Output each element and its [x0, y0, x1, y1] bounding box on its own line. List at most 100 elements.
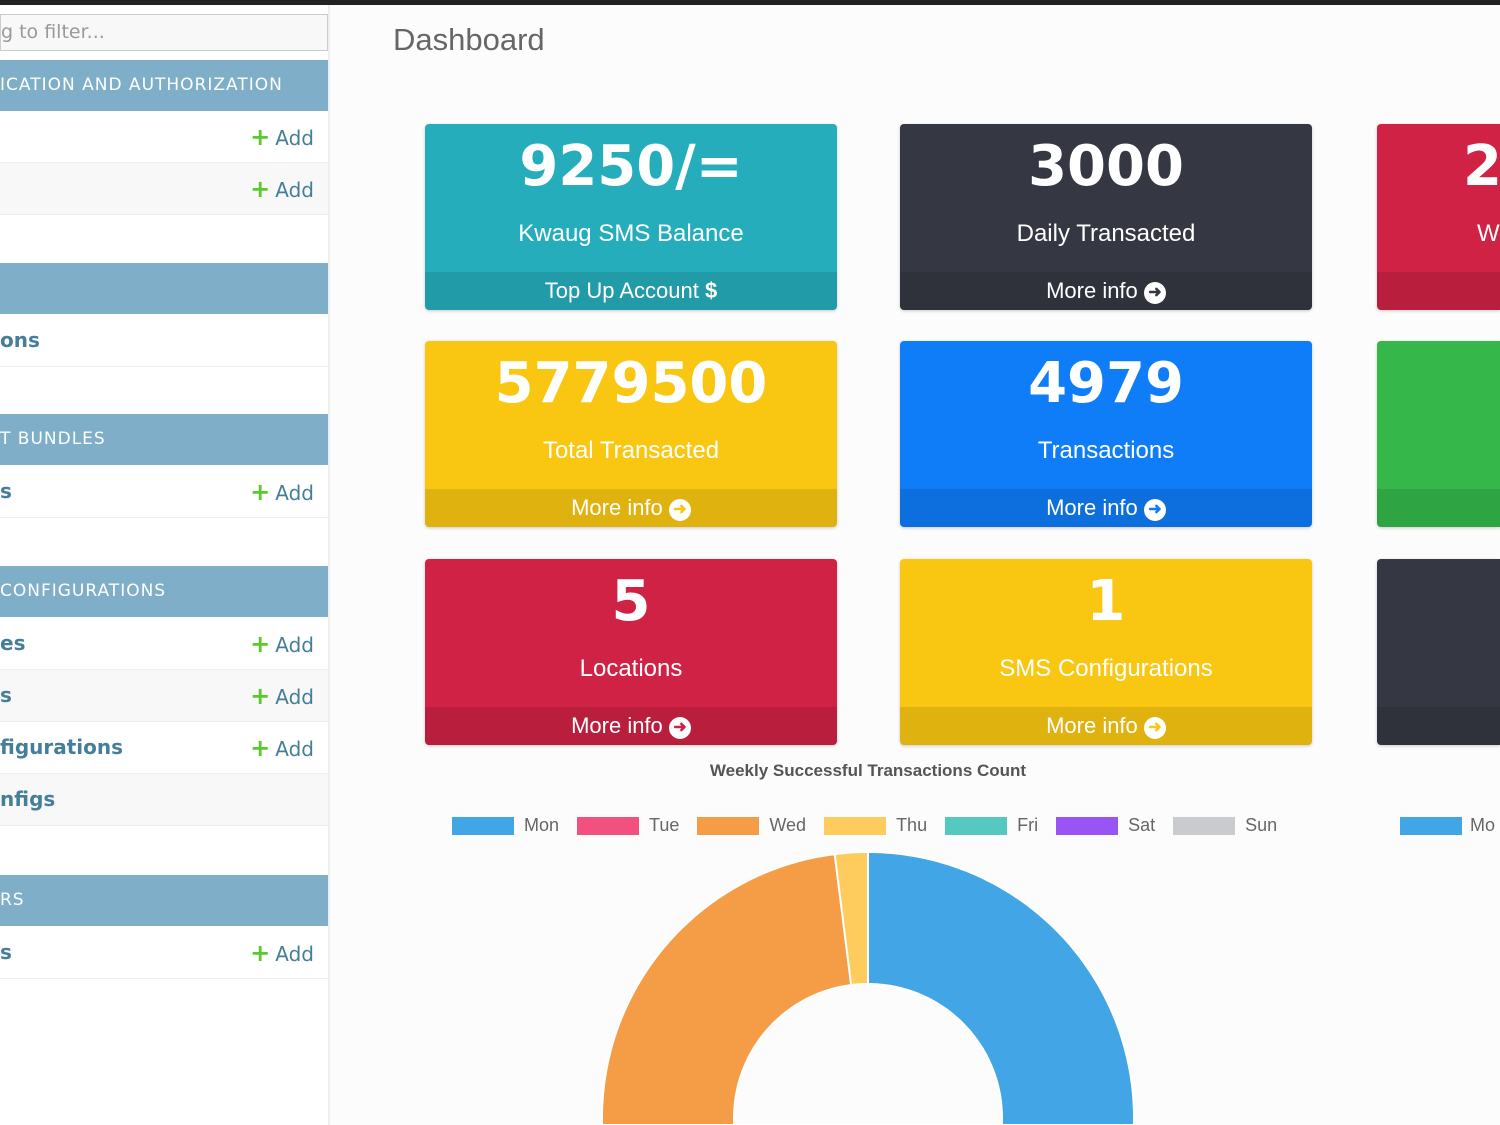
legend-item[interactable]: Mon	[452, 815, 559, 836]
plus-icon: +	[250, 630, 271, 658]
page-title: Dashboard	[393, 22, 545, 57]
card-footer-link[interactable]: More info ➜	[900, 707, 1312, 745]
sidebar-model-row[interactable]: s + Add	[0, 927, 328, 979]
dollar-icon: $	[704, 278, 718, 303]
add-link[interactable]: + Add	[250, 123, 314, 151]
card-label: SMS Configurations	[999, 655, 1213, 682]
legend-item[interactable]: Sun	[1173, 815, 1277, 836]
legend-swatch	[452, 816, 514, 835]
arrow-circle-right-icon: ➜	[1143, 717, 1166, 739]
sidebar-model-row[interactable]: s + Add	[0, 466, 328, 518]
sidebar-model-link[interactable]: es	[0, 631, 26, 655]
card-footer-label: More info	[1046, 278, 1138, 303]
sidebar-model-link[interactable]: s	[0, 683, 12, 707]
card-footer-link[interactable]	[1377, 707, 1500, 745]
legend-label: Fri	[1017, 815, 1039, 835]
card-label: Transactions	[1037, 437, 1175, 464]
sidebar-model-link[interactable]: s	[0, 479, 12, 503]
card-label: W	[1477, 220, 1500, 247]
donut-slice-mon[interactable]	[834, 851, 1135, 1125]
plus-icon: +	[250, 478, 271, 506]
legend-label: Tue	[649, 815, 680, 835]
donut-slice-thu[interactable]	[833, 851, 869, 987]
legend-label: Wed	[769, 815, 807, 835]
sidebar-model-link[interactable]: s	[0, 940, 12, 964]
add-link[interactable]: + Add	[250, 939, 314, 967]
chart-title: Weekly Successful Transactions Count	[709, 761, 1027, 780]
card-footer-link[interactable]: More info ➜	[900, 489, 1312, 527]
plus-icon: +	[250, 682, 271, 710]
stat-card: 4979 Transactions More info ➜	[900, 341, 1312, 527]
sidebar: g to filter... ICATION AND AUTHORIZATION…	[0, 5, 330, 1125]
card-label: Kwaug SMS Balance	[518, 220, 744, 247]
card-footer-link[interactable]	[1377, 489, 1500, 527]
plus-icon: +	[250, 123, 271, 151]
stat-card: 2 W	[1377, 124, 1500, 310]
card-footer-link[interactable]: More info ➜	[425, 489, 837, 527]
card-footer-label: More info	[571, 495, 663, 520]
top-bar	[0, 0, 1500, 5]
card-value: 9250/=	[519, 134, 743, 199]
card-footer-link[interactable]: More info ➜	[900, 272, 1312, 310]
plus-icon: +	[250, 939, 271, 967]
stat-card: 5779500 Total Transacted More info ➜	[425, 341, 837, 527]
sidebar-model-row[interactable]: ons	[0, 315, 328, 367]
legend-swatch	[824, 816, 887, 835]
sidebar-section-header: T BUNDLES	[0, 414, 328, 465]
stat-card: 3000 Daily Transacted More info ➜	[900, 124, 1312, 310]
legend-item[interactable]: Sat	[1056, 815, 1155, 836]
legend-item[interactable]: Fri	[945, 815, 1038, 836]
plus-icon: +	[250, 175, 271, 203]
sidebar-model-row[interactable]: figurations + Add	[0, 722, 328, 774]
add-link[interactable]: + Add	[250, 630, 314, 658]
add-label: Add	[275, 737, 314, 761]
sidebar-model-row[interactable]: nfigs	[0, 774, 328, 826]
card-footer-link[interactable]: Top Up Account $	[425, 272, 837, 310]
add-label: Add	[275, 685, 314, 709]
add-link[interactable]: + Add	[250, 478, 314, 506]
card-footer-label: More info	[571, 713, 663, 738]
legend-label: Mo	[1470, 815, 1496, 835]
add-link[interactable]: + Add	[250, 175, 314, 203]
legend-label: Sun	[1245, 815, 1278, 835]
sidebar-section-header: RS	[0, 875, 328, 926]
sidebar-model-row[interactable]: + Add	[0, 163, 328, 215]
sidebar-section-header: CONFIGURATIONS	[0, 566, 328, 617]
card-value: 5779500	[494, 351, 768, 416]
card-value: 5	[611, 569, 651, 634]
sidebar-model-link[interactable]: figurations	[0, 735, 124, 759]
donut-slice-wed[interactable]	[601, 852, 853, 1125]
card-value: 1	[1086, 569, 1126, 634]
sidebar-model-row[interactable]: + Add	[0, 111, 328, 163]
add-link[interactable]: + Add	[250, 682, 314, 710]
legend-item[interactable]: Wed	[697, 815, 806, 836]
card-footer-label: More info	[1046, 495, 1138, 520]
card-footer-label: More info	[1046, 713, 1138, 738]
add-link[interactable]: + Add	[250, 734, 314, 762]
stat-card: 9250/= Kwaug SMS Balance Top Up Account …	[425, 124, 837, 310]
legend-item[interactable]: Thu	[824, 815, 927, 836]
legend-item[interactable]: Tue	[577, 815, 679, 836]
legend-swatch	[577, 816, 640, 835]
card-footer-label: Top Up Account	[544, 278, 699, 303]
card-value: 2	[1463, 134, 1500, 199]
card-footer-link[interactable]	[1377, 272, 1500, 310]
legend-swatch	[945, 816, 1008, 835]
sidebar-model-row[interactable]: es + Add	[0, 618, 328, 670]
card-label: Locations	[579, 655, 683, 682]
sidebar-model-row[interactable]: s + Add	[0, 670, 328, 722]
sidebar-model-link[interactable]: nfigs	[0, 787, 56, 811]
sidebar-section-header: ICATION AND AUTHORIZATION	[0, 60, 328, 111]
add-label: Add	[275, 126, 314, 150]
arrow-circle-right-icon: ➜	[668, 499, 691, 521]
legend-swatch	[697, 816, 760, 835]
arrow-circle-right-icon: ➜	[1143, 499, 1166, 521]
plus-icon: +	[250, 734, 271, 762]
add-label: Add	[275, 942, 314, 966]
second-chart-legend: Mo	[1400, 815, 1495, 836]
card-footer-link[interactable]: More info ➜	[425, 707, 837, 745]
sidebar-model-link[interactable]: ons	[0, 328, 40, 352]
add-label: Add	[275, 481, 314, 505]
filter-input[interactable]: g to filter...	[0, 14, 328, 51]
legend-swatch	[1400, 816, 1462, 835]
